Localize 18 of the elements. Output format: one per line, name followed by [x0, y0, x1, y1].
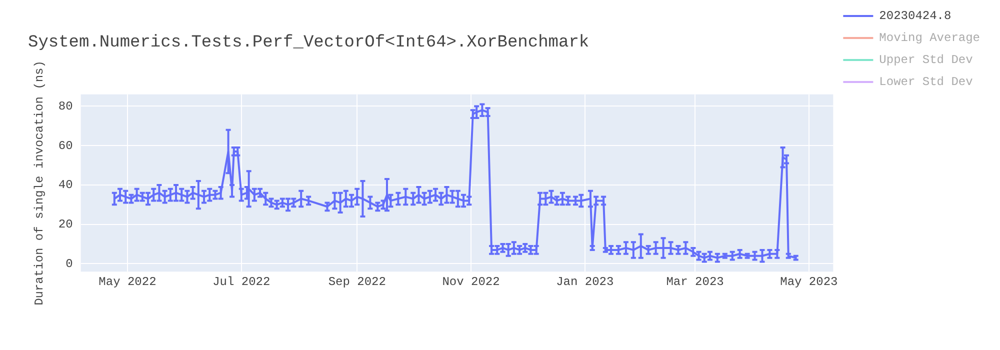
x-tick-label: Sep 2022 [328, 274, 386, 289]
y-tick-label: 60 [58, 138, 73, 153]
chart-title: System.Numerics.Tests.Perf_VectorOf<Int64>.XorBenchmark [28, 34, 590, 53]
legend-label: Upper Std Dev [879, 53, 973, 68]
y-tick-label: 80 [58, 99, 73, 114]
x-tick-label: Jan 2023 [556, 274, 614, 289]
y-tick-label: 20 [58, 218, 73, 232]
y-tick-label: 0 [66, 256, 73, 271]
x-tick-label: Mar 2023 [666, 274, 724, 289]
x-tick-label: May 2022 [98, 274, 156, 289]
legend-label: Lower Std Dev [879, 75, 973, 90]
legend-label: Moving Average [879, 31, 980, 46]
legend-label: 20230424.8 [879, 9, 952, 24]
x-tick-label: Jul 2022 [212, 274, 270, 289]
x-tick-label: Nov 2022 [442, 274, 500, 289]
y-tick-label: 40 [58, 178, 73, 192]
y-axis-title: Duration of single invocation (ns) [32, 60, 46, 306]
x-tick-label: May 2023 [780, 274, 838, 289]
